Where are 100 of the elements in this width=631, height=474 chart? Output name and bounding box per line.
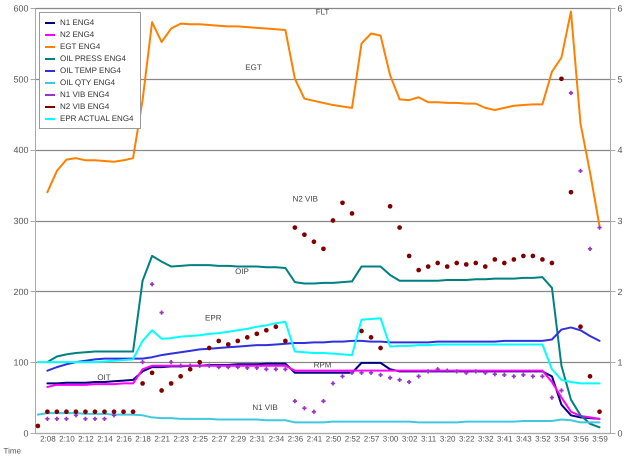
point [454,369,459,374]
legend-label: OIL PRESS ENG4 [60,54,126,63]
point [378,346,383,350]
y-tick-label: 400 [13,145,28,156]
point [550,395,554,400]
point [245,366,250,370]
x-tick-label: 2:57 [364,434,380,444]
y-tick-label: 500 [13,74,28,84]
point [350,370,354,375]
point [426,369,430,374]
x-tick-label: 3:32 [478,434,494,444]
legend-label: EPR ACTUAL ENG4 [60,114,134,123]
point [254,366,259,370]
legend-label: N1 VIB ENG4 [60,90,110,99]
point [188,366,193,372]
y-tick-label: 600 [13,4,28,14]
point [530,374,536,378]
point [568,90,574,96]
point [530,254,536,258]
point [388,376,392,380]
point [140,360,145,364]
point [169,360,174,364]
point [312,239,316,244]
point [207,364,212,368]
legend-label: OIL QTY ENG4 [60,78,116,87]
point [302,406,307,410]
point [264,328,269,333]
point [235,338,240,344]
point [521,372,526,378]
point [388,204,392,209]
legend-label: OIL TEMP ENG4 [60,66,122,75]
point [150,282,154,286]
x-tick-label: 2:23 [173,434,190,444]
point [512,257,516,262]
point [159,388,164,393]
annotation: OIP [235,266,249,276]
legend-label: N2 VIB ENG4 [60,102,110,111]
x-tick-label: 2:34 [268,434,285,444]
point [568,190,574,195]
x-axis-title: Time [4,446,22,456]
y2-tick-label: 4 [618,145,623,156]
point [502,260,507,266]
point [264,367,268,372]
legend-label: N1 ENG4 [60,18,95,27]
point [159,310,164,315]
x-tick-label: 3:41 [497,434,514,444]
x-tick-label: 2:12 [78,434,94,444]
point [406,254,412,258]
point [407,380,412,384]
point [150,370,154,376]
point [54,409,60,414]
x-tick-label: 2:50 [326,434,342,444]
annotation: N2 VIB [292,194,318,204]
point [64,416,69,421]
point [359,370,364,375]
point [244,335,250,340]
point [473,260,478,266]
y2-tick-label: 3 [618,216,623,226]
point [492,372,497,376]
x-tick-label: 3:59 [592,434,608,444]
point [559,388,564,393]
x-tick-label: 3:43 [516,434,532,444]
x-tick-label: 2:31 [250,434,266,444]
point [426,264,431,269]
point [436,367,440,372]
point [340,200,345,206]
point [492,257,498,262]
point [416,374,421,378]
point [578,324,583,330]
point [92,409,98,414]
y-tick-label: 0 [23,428,28,438]
point [416,268,421,272]
point [550,260,554,266]
point [464,262,469,267]
point [588,246,592,251]
point [540,257,545,262]
annotation: EPR [205,314,222,322]
point [368,335,374,340]
y2-tick-label: 6 [618,4,623,14]
point [474,369,478,374]
point [330,381,336,386]
point [444,264,450,269]
point [216,365,221,370]
x-tick-label: 2:16 [116,434,132,444]
legend-label: N2 ENG4 [60,30,95,39]
point [83,409,88,414]
x-tick-label: 2:41 [306,434,323,444]
x-tick-label: 3:54 [554,434,570,444]
point [482,264,488,269]
x-tick-label: 3:22 [458,434,476,444]
point [368,370,374,375]
point [178,374,183,379]
x-tick-label: 2:27 [211,434,228,444]
line-series [46,254,601,428]
point [45,416,50,421]
point [578,168,583,174]
point [45,409,50,414]
point [350,211,354,216]
x-tick-label: 2:10 [59,434,76,444]
point [521,254,526,258]
